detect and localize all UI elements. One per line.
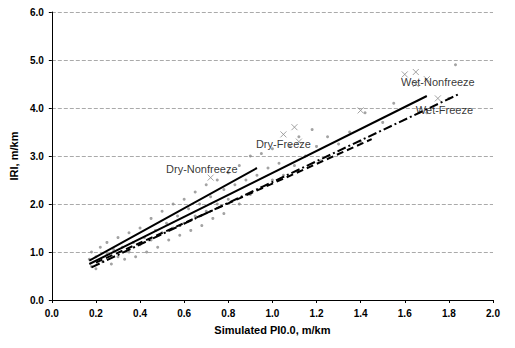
- svg-text:0.6: 0.6: [177, 308, 191, 319]
- svg-text:0.2: 0.2: [89, 308, 103, 319]
- svg-text:Dry-Nonfreeze: Dry-Nonfreeze: [166, 163, 238, 175]
- svg-text:2.0: 2.0: [486, 308, 500, 319]
- svg-text:3.0: 3.0: [30, 151, 44, 162]
- svg-text:Wet-Freeze: Wet-Freeze: [416, 104, 473, 116]
- svg-text:6.0: 6.0: [30, 7, 44, 18]
- svg-text:1.2: 1.2: [310, 308, 324, 319]
- svg-text:1.0: 1.0: [30, 247, 44, 258]
- svg-text:Wet-Nonfreeze: Wet-Nonfreeze: [401, 76, 475, 88]
- svg-text:1.4: 1.4: [354, 308, 368, 319]
- svg-text:1.8: 1.8: [442, 308, 456, 319]
- svg-text:4.0: 4.0: [30, 103, 44, 114]
- svg-text:0.8: 0.8: [221, 308, 235, 319]
- svg-text:5.0: 5.0: [30, 55, 44, 66]
- svg-text:0.0: 0.0: [45, 308, 59, 319]
- svg-text:0.0: 0.0: [30, 295, 44, 306]
- svg-text:Dry-Freeze: Dry-Freeze: [256, 138, 311, 150]
- svg-text:1.0: 1.0: [265, 308, 279, 319]
- svg-text:1.6: 1.6: [398, 308, 412, 319]
- svg-text:2.0: 2.0: [30, 199, 44, 210]
- svg-text:IRI, m/km: IRI, m/km: [8, 131, 20, 180]
- svg-text:Simulated PI0.0, m/km: Simulated PI0.0, m/km: [214, 324, 330, 336]
- svg-text:0.4: 0.4: [133, 308, 147, 319]
